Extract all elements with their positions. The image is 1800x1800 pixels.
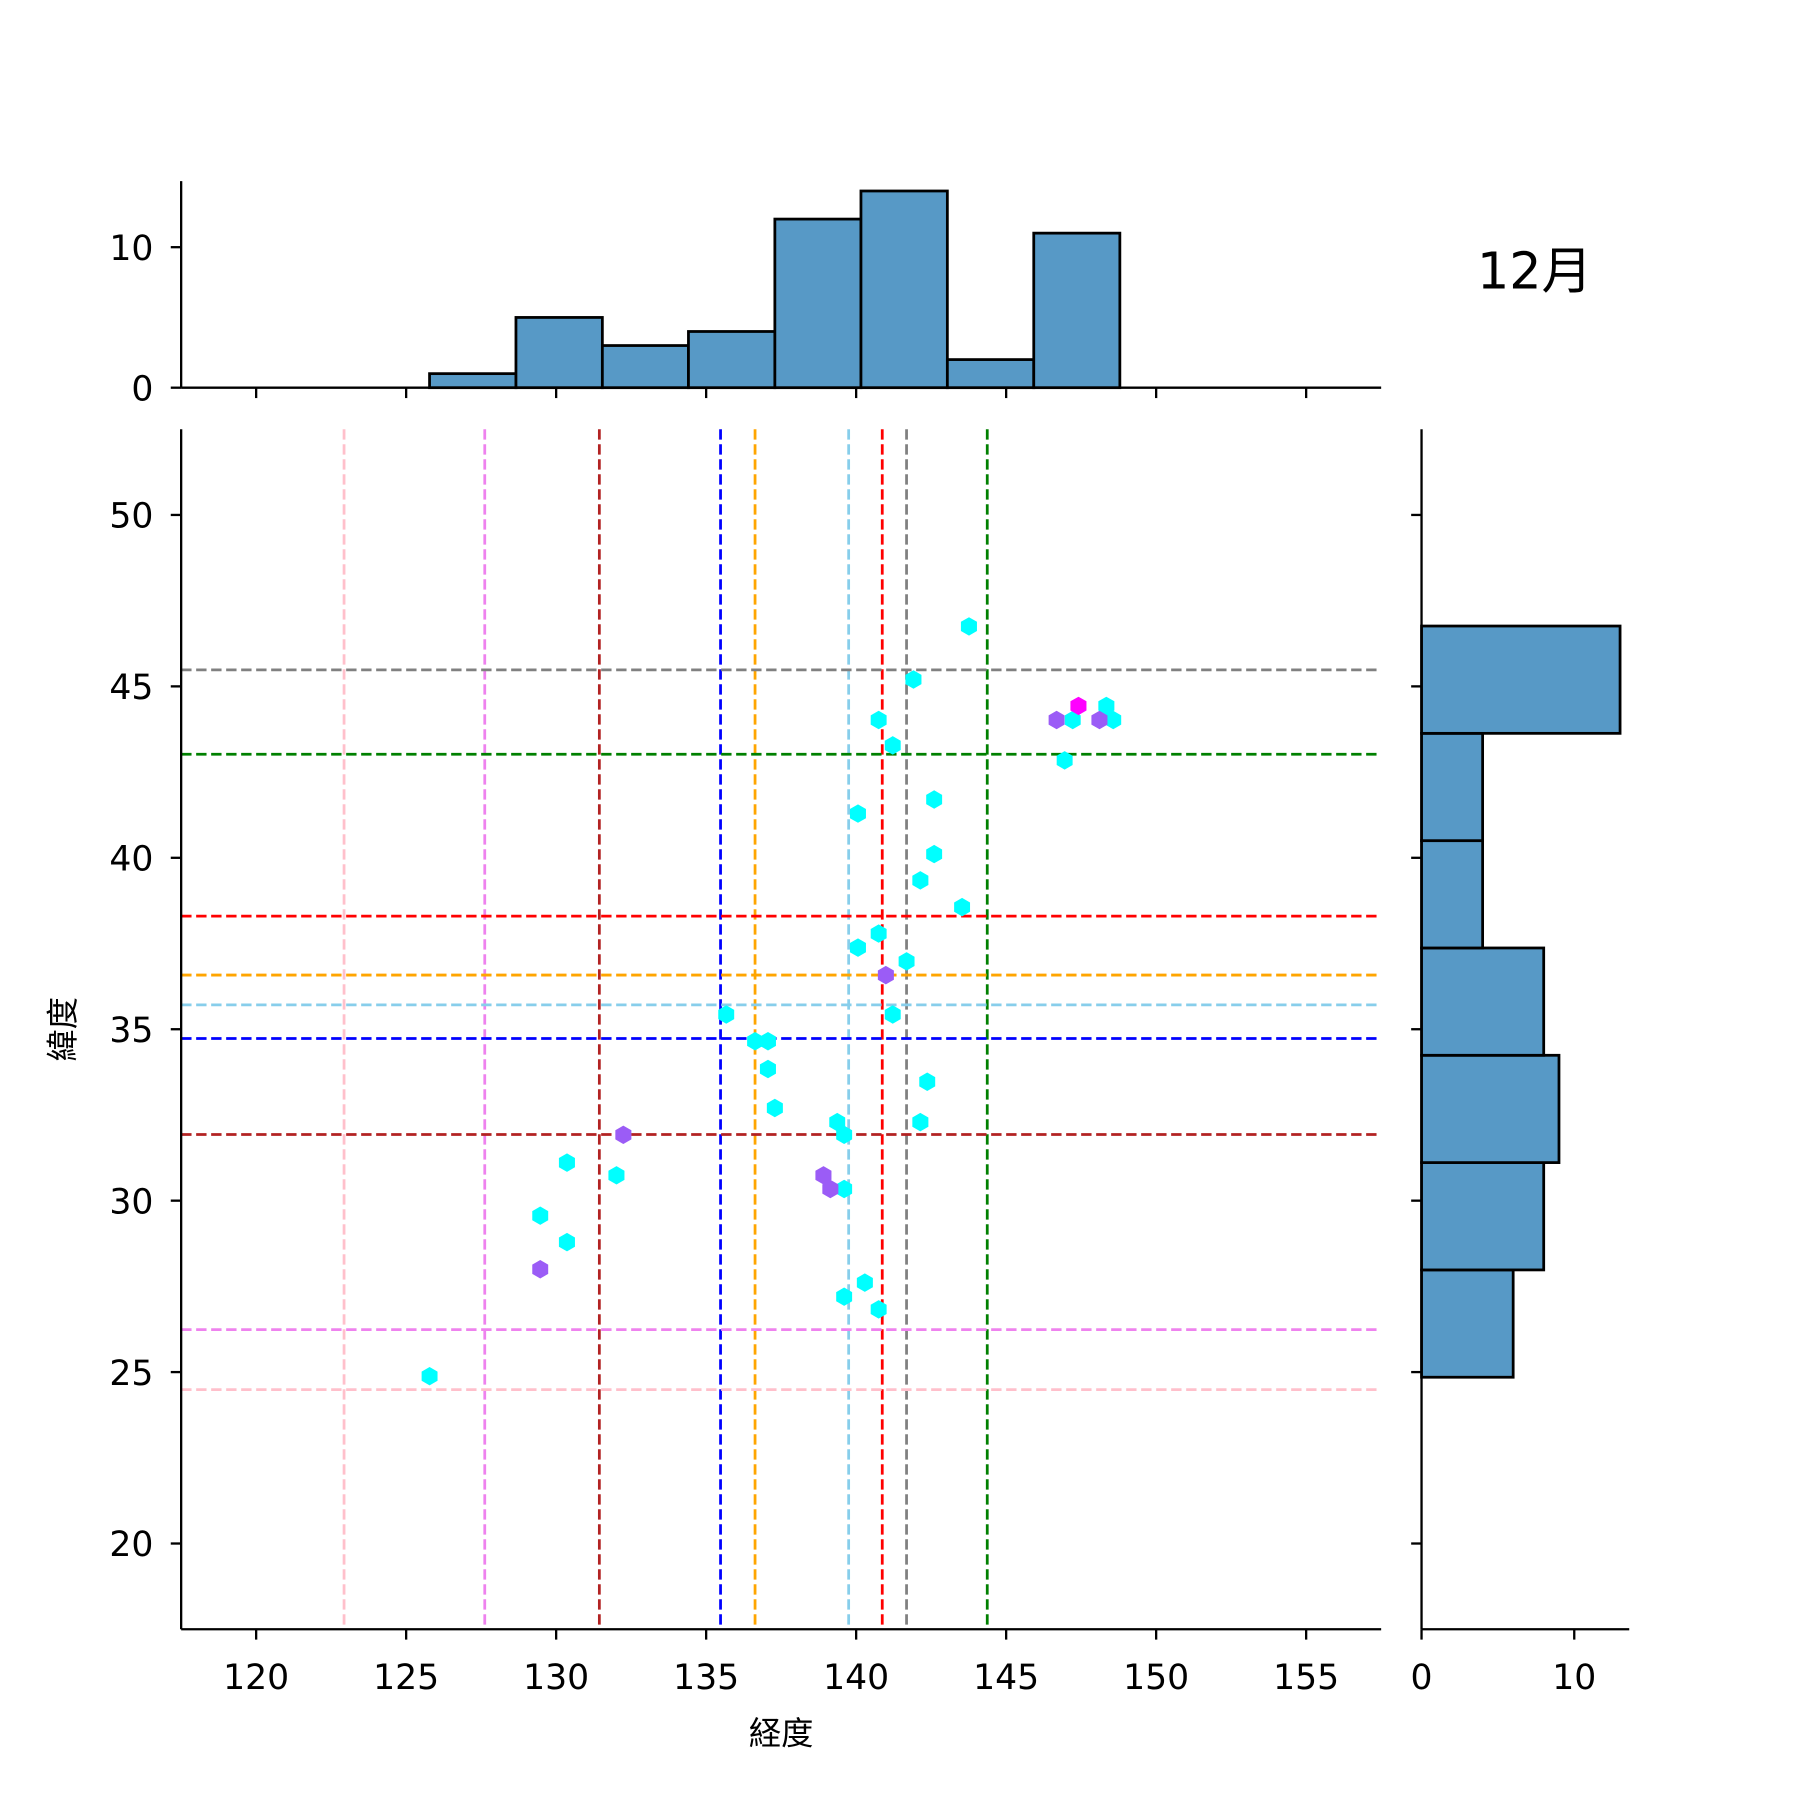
y-tick-label: 30 — [109, 1182, 153, 1222]
scatter-point — [912, 1112, 929, 1132]
scatter-point — [759, 1032, 776, 1051]
y-tick-label: 25 — [109, 1354, 153, 1394]
x-tick-label: 130 — [523, 1658, 589, 1698]
y-tick-label: 35 — [109, 1011, 153, 1051]
y-tick-label: 20 — [109, 1525, 153, 1565]
scatter-point — [766, 1098, 783, 1118]
y-axis-label: 緯度 — [44, 997, 82, 1062]
y-tick-label: 40 — [109, 839, 153, 879]
scatter-point — [532, 1206, 549, 1225]
top-histogram-axes: 0 10 — [109, 181, 1382, 409]
histogram-bar — [428, 372, 518, 390]
histogram-bar — [1420, 1161, 1546, 1272]
top-hist-y-tick-label: 0 — [131, 369, 153, 409]
scatter-point — [558, 1153, 575, 1172]
histogram-bar — [600, 344, 690, 390]
scatter-point — [884, 1005, 901, 1024]
x-tick-label: 120 — [223, 1658, 289, 1698]
histogram-bar — [1420, 1053, 1561, 1164]
top-hist-y-tick-label: 10 — [109, 229, 153, 269]
scatter-point — [870, 1300, 887, 1319]
main-scatter-axes: 120 125 130 135 140 145 150 155 20 25 30 35 40 45 50 — [109, 429, 1382, 1698]
scatter-point — [747, 1032, 764, 1051]
scatter-point — [421, 1366, 438, 1386]
histogram-bar — [687, 330, 777, 390]
scatter-point — [870, 710, 887, 730]
histogram-bar — [1420, 946, 1546, 1057]
histogram-bar — [1032, 231, 1122, 390]
x-tick-label: 150 — [1123, 1658, 1189, 1698]
right-histogram-axes: 0 10 — [1411, 429, 1630, 1698]
x-tick-label: 145 — [973, 1658, 1039, 1698]
scatter-point — [926, 790, 943, 809]
scatter-point — [884, 736, 901, 755]
right-hist-x-tick-label: 0 — [1411, 1658, 1433, 1698]
scatter-point — [1091, 710, 1108, 730]
scatter-point — [877, 965, 894, 985]
scatter-point — [856, 1273, 873, 1292]
scatter-point — [954, 897, 971, 917]
y-tick-label: 50 — [109, 497, 153, 537]
x-tick-label: 155 — [1273, 1658, 1339, 1698]
histogram-bar — [859, 189, 949, 390]
scatter-point — [532, 1260, 549, 1279]
scatter-point — [905, 670, 922, 689]
scatter-point — [558, 1232, 575, 1252]
scatter-point — [615, 1125, 632, 1145]
histogram-bar — [1420, 624, 1622, 735]
scatter-point — [1064, 710, 1081, 730]
right-hist-x-tick-label: 10 — [1552, 1658, 1596, 1698]
scatter-point — [870, 924, 887, 943]
scatter-point — [849, 804, 866, 823]
y-tick-label: 45 — [109, 668, 153, 708]
scatter-point — [926, 844, 943, 864]
x-tick-label: 135 — [673, 1658, 739, 1698]
scatter-point — [829, 1112, 846, 1132]
x-tick-label: 125 — [373, 1658, 439, 1698]
scatter-point — [759, 1059, 776, 1079]
histogram-bar — [1420, 839, 1485, 950]
scatter-point — [815, 1166, 832, 1185]
scatter-point — [898, 952, 915, 971]
scatter-point — [1056, 751, 1073, 770]
histogram-bar — [1420, 1268, 1515, 1379]
scatter-point — [960, 617, 977, 636]
x-axis-label: 経度 — [749, 1715, 814, 1753]
scatter-point — [608, 1166, 625, 1185]
scatter-point — [836, 1179, 853, 1199]
chart-title: 12月 — [1477, 241, 1592, 300]
scatter-point — [718, 1005, 735, 1024]
scatter-point — [822, 1179, 839, 1199]
scatter-point — [1105, 710, 1122, 730]
x-tick-label: 140 — [823, 1658, 889, 1698]
histogram-bar — [514, 316, 604, 390]
scatter-point — [1098, 696, 1115, 716]
scatter-point — [836, 1125, 853, 1145]
scatter-point — [849, 938, 866, 957]
scatter-point — [1048, 710, 1065, 730]
histogram-bar — [1420, 731, 1485, 843]
scatter-point — [912, 871, 929, 890]
histogram-bar — [945, 358, 1036, 390]
scatter-point — [1070, 696, 1087, 716]
scatter-point — [919, 1072, 936, 1091]
histogram-bar — [773, 217, 863, 390]
scatter-point — [836, 1287, 853, 1306]
